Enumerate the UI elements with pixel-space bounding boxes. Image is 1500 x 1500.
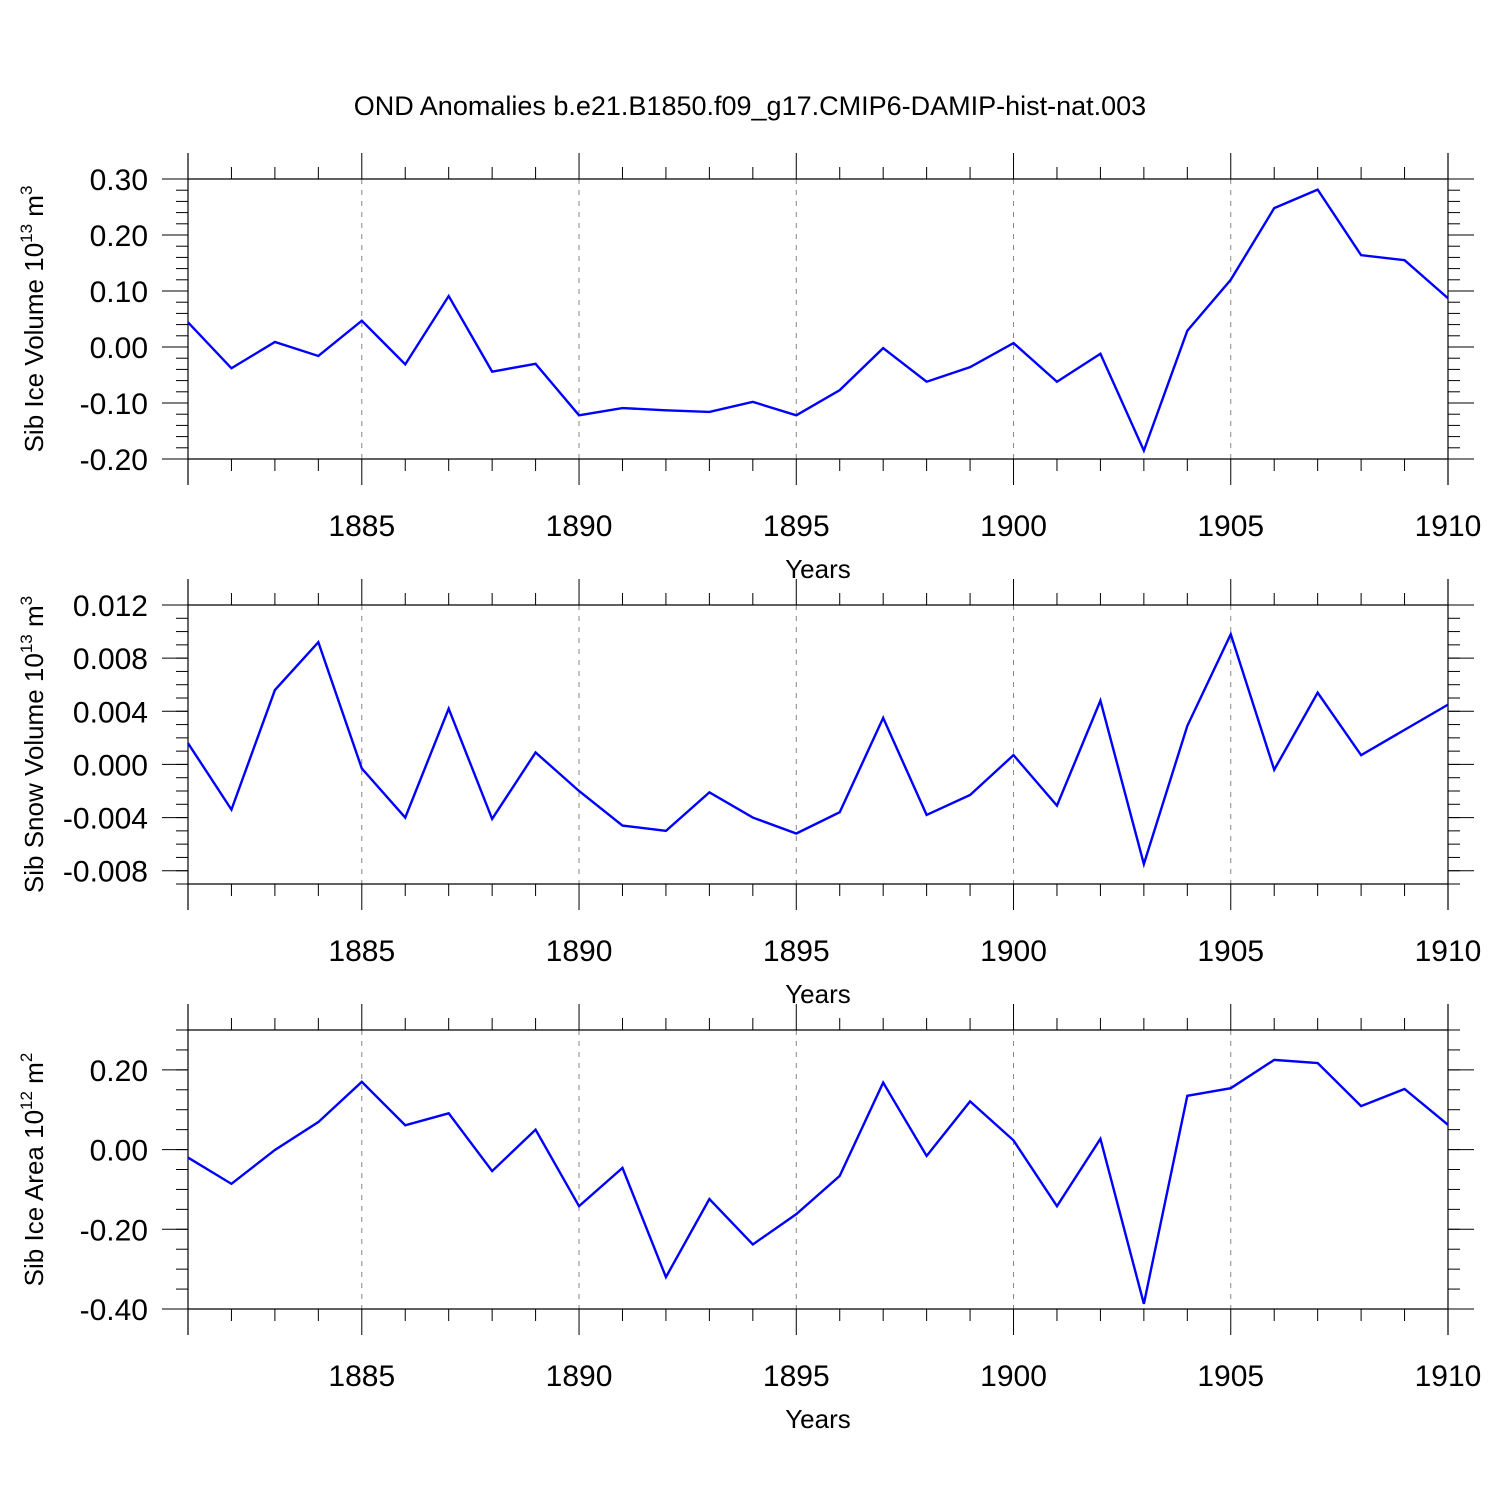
series-line-snow-volume [186, 630, 1449, 869]
y-tick-label: 0.30 [90, 164, 148, 197]
y-tick-label: -0.20 [80, 444, 148, 477]
series-line-ice-volume [187, 188, 1449, 454]
x-tick-label: 1890 [546, 1360, 613, 1393]
x-tick-label: 1895 [763, 935, 830, 968]
x-tick-label: 1910 [1415, 1360, 1482, 1393]
y-tick-label: -0.40 [80, 1294, 148, 1327]
panel-ice-area: -0.40 -0.20 0.00 0.20 1885 1890 1895 1900 1905 19… [17, 1004, 1481, 1434]
y-tick-label: 0.20 [90, 1055, 148, 1088]
chart-title: OND Anomalies b.e21.B1850.f09_g17.CMIP6-… [354, 91, 1146, 121]
panel-snow-volume: -0.008 -0.004 0.000 0.004 0.008 0.012 1885 1890… [17, 579, 1481, 1009]
y-tick-label: 0.10 [90, 276, 148, 309]
x-tick-label: 1900 [980, 935, 1047, 968]
y-tick-label: -0.004 [63, 803, 148, 836]
series-line-ice-area [187, 1058, 1449, 1305]
y-tick-label: 0.20 [90, 220, 148, 253]
x-tick-label: 1885 [328, 510, 395, 543]
y-tick-label: -0.10 [80, 388, 148, 421]
y-tick-label: 0.008 [73, 643, 148, 676]
x-tick-label: 1905 [1197, 1360, 1264, 1393]
x-tick-label: 1900 [980, 1360, 1047, 1393]
x-tick-label: 1910 [1415, 510, 1482, 543]
x-tick-label: 1890 [546, 935, 613, 968]
y-tick-label: 0.000 [73, 749, 148, 782]
y-axis-label: Sib Snow Volume 1013 m3 [17, 596, 49, 893]
y-tick-label: -0.008 [63, 856, 148, 889]
x-tick-label: 1890 [546, 510, 613, 543]
x-axis-label: Years [785, 1404, 851, 1434]
x-tick-label: 1895 [763, 510, 830, 543]
y-tick-label: 0.00 [90, 1135, 148, 1168]
x-tick-label: 1910 [1415, 935, 1482, 968]
x-tick-label: 1885 [328, 935, 395, 968]
y-axis-label: Sib Ice Volume 1013 m3 [17, 186, 49, 453]
x-axis-label: Years [785, 554, 851, 584]
y-tick-label: 0.004 [73, 696, 148, 729]
y-axis-label: Sib Ice Area 1012 m2 [17, 1053, 49, 1287]
x-tick-label: 1900 [980, 510, 1047, 543]
y-tick-label: 0.00 [90, 332, 148, 365]
x-axis-label: Years [785, 979, 851, 1009]
x-tick-label: 1885 [328, 1360, 395, 1393]
x-tick-label: 1895 [763, 1360, 830, 1393]
panel-ice-volume: -0.20 -0.10 0.00 0.10 0.20 0.30 1885 1890 1895 19… [17, 153, 1481, 584]
y-tick-label: -0.20 [80, 1214, 148, 1247]
x-tick-label: 1905 [1197, 935, 1264, 968]
y-tick-label: 0.012 [73, 590, 148, 623]
x-tick-label: 1905 [1197, 510, 1264, 543]
